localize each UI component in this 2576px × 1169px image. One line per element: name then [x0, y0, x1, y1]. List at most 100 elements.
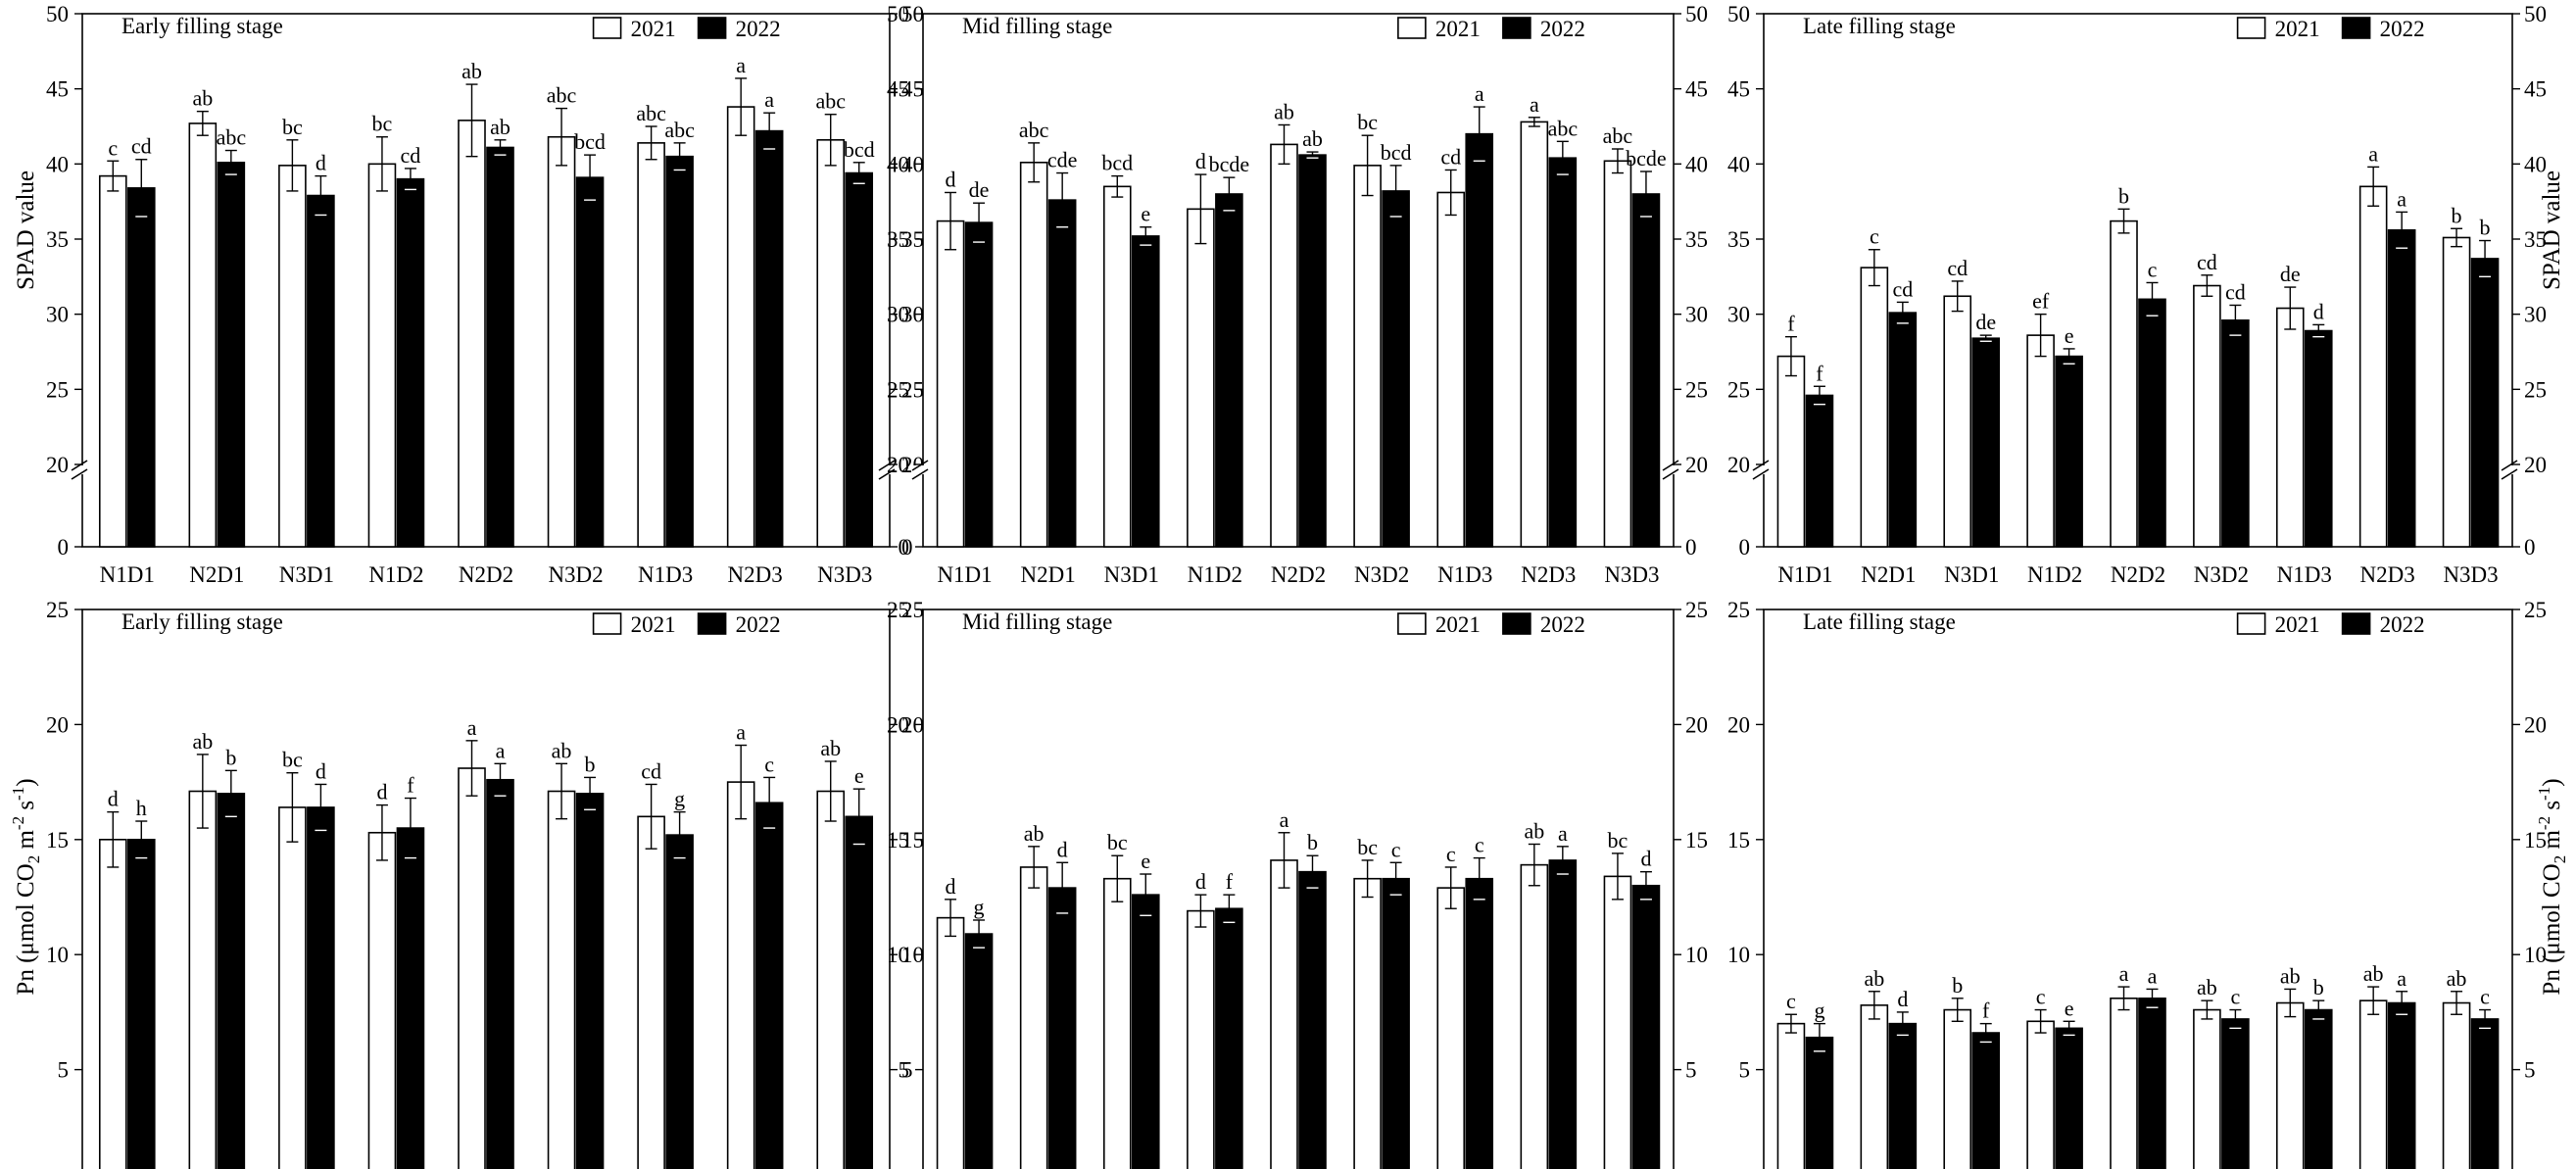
significance-letter-2021-N2D1: ab: [1024, 821, 1045, 846]
panel-title: Early filling stage: [122, 14, 283, 38]
pn-label-sub: 2: [2551, 855, 2569, 864]
significance-letter-2022-N3D3: bcd: [844, 137, 875, 162]
bar-2021-N3D3: [816, 790, 846, 1169]
significance-letter-2022-N2D2: ab: [490, 115, 510, 139]
bar-2021-N2D2: [458, 767, 486, 1169]
y-tick-label-right: 20: [2524, 453, 2547, 477]
significance-letter-2022-N2D2: a: [2148, 963, 2158, 988]
y-tick-label-left: 35: [887, 227, 909, 252]
y-tick-label-right: 25: [901, 598, 924, 622]
plot-frame: [922, 13, 1675, 548]
bar-2022-N2D2: [2138, 298, 2166, 548]
legend-label-2021: 2021: [631, 17, 676, 41]
axis-break-mark-left: [1752, 468, 1770, 480]
bar-2022-N2D3: [2387, 229, 2416, 548]
significance-letter-2022-N1D1: de: [969, 177, 990, 202]
legend-swatch-2022: [2341, 612, 2371, 635]
panel-title: Mid filling stage: [962, 609, 1112, 634]
bar-2022-N3D3: [1631, 884, 1661, 1169]
bar-2021-N3D3: [2442, 1001, 2471, 1169]
bar-2021-N2D2: [1270, 143, 1298, 548]
significance-letter-2021-N2D3: a: [736, 720, 746, 745]
x-tick-label: N3D3: [817, 562, 872, 587]
bar-2021-N3D3: [1603, 875, 1632, 1169]
bar-2021-N2D3: [1520, 863, 1549, 1169]
y-tick-label-right: 0: [901, 535, 913, 560]
y-tick-label-left: 45: [887, 77, 909, 102]
axis-break-mark-left: [911, 468, 929, 480]
bar-2021-N2D1: [1860, 267, 1889, 548]
y-tick-label-left: 20: [46, 712, 69, 737]
significance-letter-2022-N2D2: c: [2148, 257, 2158, 281]
x-tick-label: N2D1: [189, 562, 244, 587]
bar-2021-N1D3: [2275, 1001, 2305, 1169]
significance-letter-2022-N1D2: bcde: [1209, 152, 1250, 176]
significance-letter-2021-N2D2: a: [467, 715, 477, 740]
y-tick-label-left: 15: [887, 828, 909, 852]
y-tick-label-left: 45: [1727, 77, 1750, 102]
y-tick-label-left: 40: [46, 152, 69, 176]
bar-2021-N2D1: [188, 122, 218, 548]
y-tick-label-left: 35: [1727, 227, 1750, 252]
bar-2021-N3D1: [1102, 185, 1132, 548]
significance-letter-2021-N1D1: f: [1787, 312, 1795, 336]
pn-label-sup1: -2: [2535, 816, 2553, 830]
significance-letter-2021-N2D2: a: [1280, 807, 1289, 832]
bar-2022-N1D3: [2304, 1008, 2333, 1169]
significance-letter-2022-N1D3: b: [2313, 975, 2324, 999]
y-tick-label-left: 25: [1727, 377, 1750, 402]
axis-break-gap: [1752, 465, 2524, 474]
significance-letter-2022-N1D1: cd: [131, 134, 152, 159]
y-tick-label-right: 25: [1685, 598, 1708, 622]
significance-letter-2022-N1D2: f: [407, 773, 414, 798]
significance-letter-2022-N2D2: b: [1307, 830, 1318, 854]
significance-letter-2022-N1D1: h: [136, 796, 147, 820]
significance-letter-2022-N2D2: ab: [1302, 126, 1323, 151]
significance-letter-2021-N1D2: d: [376, 780, 387, 804]
pn-label-s: s: [2539, 801, 2565, 816]
y-tick-label-right: 30: [1685, 303, 1708, 327]
x-tick-label: N1D1: [1777, 562, 1832, 587]
significance-letter-2021-N1D3: c: [1446, 842, 1456, 866]
bar-2021-N1D3: [637, 142, 665, 548]
y-tick-label-left: 20: [1727, 712, 1750, 737]
panel-title: Early filling stage: [122, 609, 283, 634]
significance-letter-2022-N3D1: d: [316, 151, 326, 175]
pn-axis-title-left: Pn (μmol CO2 m-2 s-1): [9, 778, 43, 995]
plot-frame: [81, 609, 891, 1169]
bar-2021-N3D1: [1943, 1008, 1972, 1169]
bar-2022-N1D3: [2304, 329, 2333, 548]
significance-letter-2022-N2D1: cde: [1047, 148, 1078, 172]
y-tick-label-right: 15: [901, 828, 924, 852]
y-tick-label-right: 20: [901, 712, 924, 737]
y-tick-label-right: 40: [2524, 152, 2547, 176]
significance-letter-2021-N2D3: ab: [1524, 818, 1544, 843]
significance-letter-2021-N1D1: d: [946, 874, 956, 899]
legend-label-2022: 2022: [1540, 612, 1585, 637]
y-tick-label-left: 40: [1727, 152, 1750, 176]
significance-letter-2021-N2D3: a: [2368, 141, 2378, 166]
significance-letter-2021-N3D3: ab: [820, 736, 841, 760]
y-tick-label-right: 35: [1685, 227, 1708, 252]
y-tick-label-left: 50: [1727, 2, 1750, 26]
significance-letter-2021-N3D1: bc: [282, 748, 303, 772]
bar-2021-N1D2: [2026, 334, 2055, 548]
significance-letter-2021-N2D2: a: [2119, 961, 2129, 986]
bar-2021-N2D1: [1019, 162, 1048, 548]
bar-2022-N2D3: [1548, 157, 1578, 548]
significance-letter-2022-N3D1: d: [316, 758, 326, 783]
bar-2021-N3D1: [278, 165, 307, 548]
y-tick-label-right: 35: [901, 227, 924, 252]
y-tick-label-right: 45: [1685, 77, 1708, 102]
bar-2022-N2D1: [1888, 1022, 1918, 1169]
x-tick-label: N1D2: [1188, 562, 1242, 587]
significance-letter-2022-N3D3: c: [2480, 985, 2490, 1009]
significance-letter-2021-N2D3: a: [1530, 92, 1539, 117]
y-tick-label-left: 5: [899, 1058, 910, 1083]
bar-2022-N2D1: [1047, 199, 1077, 548]
bar-2022-N2D3: [2387, 1001, 2416, 1169]
significance-letter-2022-N3D3: d: [1640, 847, 1651, 871]
bar-2022-N2D3: [754, 129, 784, 548]
y-tick-label-right: 30: [901, 303, 924, 327]
